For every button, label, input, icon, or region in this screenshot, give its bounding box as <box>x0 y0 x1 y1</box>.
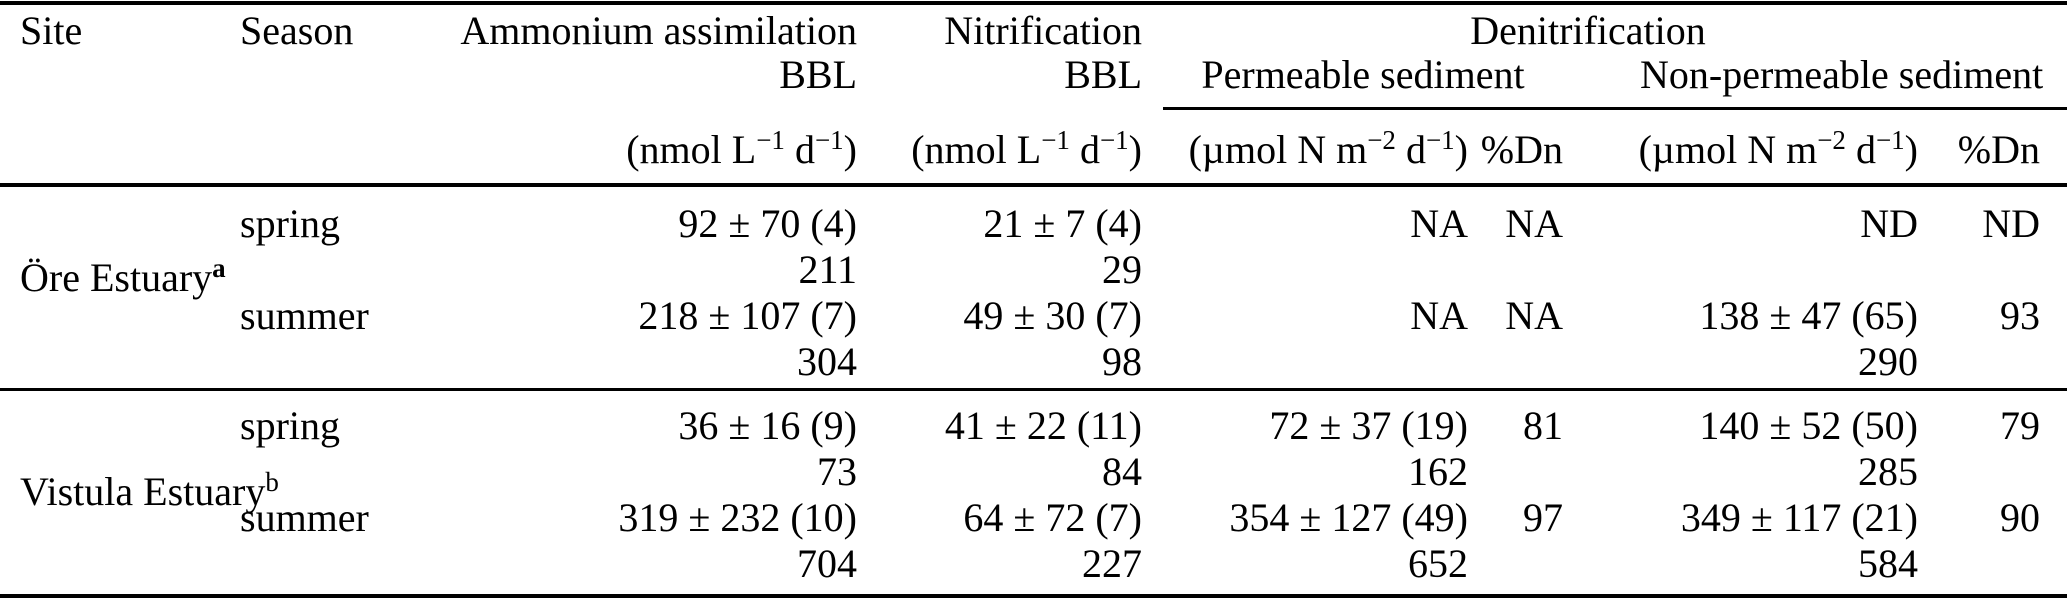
unit-exponent: −1 <box>1875 125 1905 155</box>
value-permeable: 72 ± 37 (19) <box>1269 403 1468 448</box>
value-ammonium: 211 <box>798 247 857 292</box>
value-permeable: NA <box>1410 201 1468 246</box>
unit-exponent: −1 <box>1041 125 1070 155</box>
value-pct-dn-permeable: NA <box>1505 293 1563 338</box>
header-site: Site <box>20 8 83 53</box>
site-ore-estuary: Öre Estuarya <box>20 255 226 301</box>
value-nonpermeable: 285 <box>1858 449 1918 494</box>
footnote-marker-b: b <box>265 467 279 497</box>
header-pct-dn-permeable: %Dn <box>1480 127 1563 172</box>
value-nitrification: 98 <box>1102 339 1142 384</box>
value-ammonium: 319 ± 232 (10) <box>618 495 857 540</box>
header-season: Season <box>240 8 354 53</box>
rule-bottom <box>0 594 2067 598</box>
value-permeable: 162 <box>1408 449 1468 494</box>
value-nonpermeable: 349 ± 117 (21) <box>1680 495 1918 540</box>
unit-text: d <box>1845 127 1876 172</box>
unit-exponent: −1 <box>1099 125 1129 155</box>
value-nitrification: 21 ± 7 (4) <box>983 201 1142 246</box>
rule-header-bottom <box>0 183 2067 187</box>
unit-text: (µmol N m <box>1638 127 1818 172</box>
value-nitrification: 41 ± 22 (11) <box>944 403 1142 448</box>
value-pct-dn-nonpermeable: 90 <box>2000 495 2040 540</box>
value-ammonium: 304 <box>797 339 857 384</box>
rule-denitrification-span <box>1163 107 2067 110</box>
unit-ammonium-bbl: (nmol L−1 d−1) <box>626 127 857 173</box>
value-permeable: 354 ± 127 (49) <box>1229 495 1468 540</box>
site-name: Öre Estuary <box>20 255 213 300</box>
value-nitrification: 64 ± 72 (7) <box>963 495 1142 540</box>
unit-text: ) <box>843 127 857 172</box>
unit-text: d <box>784 127 815 172</box>
unit-exponent: −2 <box>1817 125 1846 155</box>
unit-text: (µmol N m <box>1188 127 1368 172</box>
unit-text: ) <box>1904 127 1918 172</box>
site-vistula-estuary: Vistula Estuaryb <box>20 469 279 515</box>
value-nonpermeable: 290 <box>1858 339 1918 384</box>
season-vistula-summer: summer <box>240 495 369 540</box>
header-denitrification: Denitrification <box>1470 8 1706 53</box>
unit-text: (nmol L <box>911 127 1042 172</box>
value-ammonium: 704 <box>797 541 857 586</box>
value-ammonium: 218 ± 107 (7) <box>638 293 857 338</box>
value-nitrification: 49 ± 30 (7) <box>963 293 1142 338</box>
value-permeable: NA <box>1410 293 1468 338</box>
unit-exponent: −1 <box>756 125 785 155</box>
header-nonpermeable-sediment: Non-permeable sediment <box>1640 52 2044 97</box>
value-nonpermeable: 138 ± 47 (65) <box>1699 293 1918 338</box>
header-permeable-sediment: Permeable sediment <box>1201 52 1525 97</box>
value-pct-dn-nonpermeable: 79 <box>2000 403 2040 448</box>
header-ammonium-assimilation: Ammonium assimilation <box>460 8 857 53</box>
value-nitrification: 84 <box>1102 449 1142 494</box>
unit-text: ) <box>1454 127 1468 172</box>
value-pct-dn-permeable: NA <box>1505 201 1563 246</box>
unit-text: (nmol L <box>626 127 757 172</box>
value-nitrification: 227 <box>1082 541 1142 586</box>
value-nonpermeable: 584 <box>1858 541 1918 586</box>
header-nitrification: Nitrification <box>944 8 1142 53</box>
season-ore-summer: summer <box>240 293 369 338</box>
season-ore-spring: spring <box>240 201 340 246</box>
value-pct-dn-nonpermeable: 93 <box>2000 293 2040 338</box>
unit-text: d <box>1069 127 1100 172</box>
header-ammonium-bbl: BBL <box>779 52 857 97</box>
unit-text: d <box>1395 127 1426 172</box>
value-ammonium: 92 ± 70 (4) <box>678 201 857 246</box>
footnote-marker-a: a <box>212 253 226 283</box>
unit-exponent: −2 <box>1367 125 1396 155</box>
value-pct-dn-permeable: 97 <box>1523 495 1563 540</box>
unit-exponent: −1 <box>1425 125 1455 155</box>
unit-text: ) <box>1128 127 1142 172</box>
value-permeable: 652 <box>1408 541 1468 586</box>
header-nitrification-bbl: BBL <box>1064 52 1142 97</box>
unit-nonpermeable-sediment: (µmol N m−2 d−1) <box>1639 127 1918 173</box>
unit-nitrification-bbl: (nmol L−1 d−1) <box>911 127 1142 173</box>
site-name: Vistula Estuary <box>20 469 266 514</box>
rule-site-separator <box>0 388 2067 391</box>
rule-top <box>0 1 2067 5</box>
season-vistula-spring: spring <box>240 403 340 448</box>
value-nonpermeable: ND <box>1860 201 1918 246</box>
value-pct-dn-permeable: 81 <box>1523 403 1563 448</box>
header-pct-dn-nonpermeable: %Dn <box>1957 127 2040 172</box>
value-pct-dn-nonpermeable: ND <box>1982 201 2040 246</box>
value-ammonium: 73 <box>817 449 857 494</box>
value-nonpermeable: 140 ± 52 (50) <box>1699 403 1918 448</box>
value-nitrification: 29 <box>1102 247 1142 292</box>
unit-exponent: −1 <box>814 125 844 155</box>
value-ammonium: 36 ± 16 (9) <box>678 403 857 448</box>
unit-permeable-sediment: (µmol N m−2 d−1) <box>1189 127 1468 173</box>
